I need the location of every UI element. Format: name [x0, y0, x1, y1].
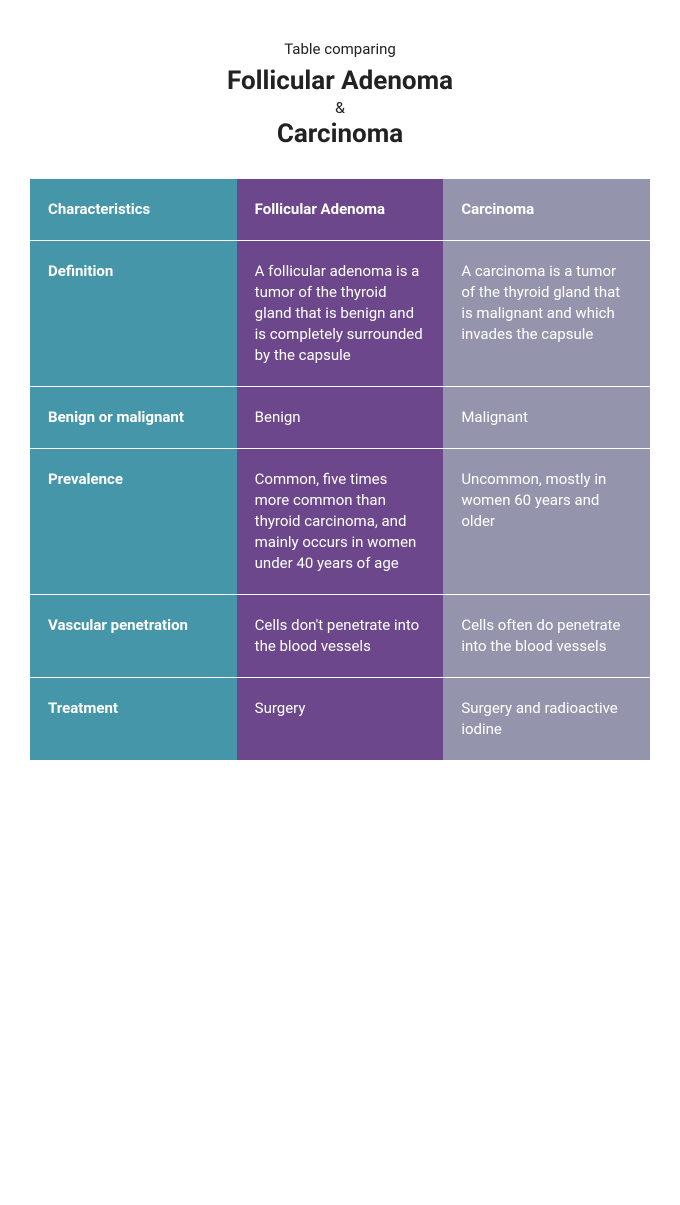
cell-carcinoma: Uncommon, mostly in women 60 years and o…: [443, 449, 650, 595]
ampersand: &: [30, 98, 650, 117]
cell-adenoma: A follicular adenoma is a tumor of the t…: [237, 241, 444, 387]
table-row: Treatment Surgery Surgery and radioactiv…: [30, 678, 650, 761]
pre-title: Table comparing: [30, 40, 650, 58]
title-line-1: Follicular Adenoma: [30, 66, 650, 96]
table-row: Definition A follicular adenoma is a tum…: [30, 241, 650, 387]
table-row: Benign or malignant Benign Malignant: [30, 387, 650, 449]
table-row: Prevalence Common, five times more commo…: [30, 449, 650, 595]
cell-adenoma: Surgery: [237, 678, 444, 761]
row-label: Vascular penetration: [30, 595, 237, 678]
title-line-2: Carcinoma: [30, 119, 650, 149]
watermark-logo-icon: DB: [529, 1146, 566, 1175]
cell-carcinoma: Surgery and radioactive iodine: [443, 678, 650, 761]
row-label: Prevalence: [30, 449, 237, 595]
row-label: Benign or malignant: [30, 387, 237, 449]
col-header-carcinoma: Carcinoma: [443, 179, 650, 241]
watermark-line1: Difference: [570, 1148, 640, 1163]
row-label: Definition: [30, 241, 237, 387]
header: Table comparing Follicular Adenoma & Car…: [30, 40, 650, 149]
cell-adenoma: Cells don't penetrate into the blood ves…: [237, 595, 444, 678]
col-header-adenoma: Follicular Adenoma: [237, 179, 444, 241]
table-row: Vascular penetration Cells don't penetra…: [30, 595, 650, 678]
cell-carcinoma: A carcinoma is a tumor of the thyroid gl…: [443, 241, 650, 387]
watermark: DB Difference Between.net: [529, 1146, 640, 1175]
col-header-characteristics: Characteristics: [30, 179, 237, 241]
row-label: Treatment: [30, 678, 237, 761]
cell-carcinoma: Malignant: [443, 387, 650, 449]
page-container: Table comparing Follicular Adenoma & Car…: [0, 0, 680, 780]
watermark-line2: Between.net: [570, 1163, 640, 1173]
watermark-text: Difference Between.net: [570, 1148, 640, 1173]
table-header-row: Characteristics Follicular Adenoma Carci…: [30, 179, 650, 241]
comparison-table: Characteristics Follicular Adenoma Carci…: [30, 179, 650, 760]
cell-adenoma: Common, five times more common than thyr…: [237, 449, 444, 595]
cell-adenoma: Benign: [237, 387, 444, 449]
cell-carcinoma: Cells often do penetrate into the blood …: [443, 595, 650, 678]
